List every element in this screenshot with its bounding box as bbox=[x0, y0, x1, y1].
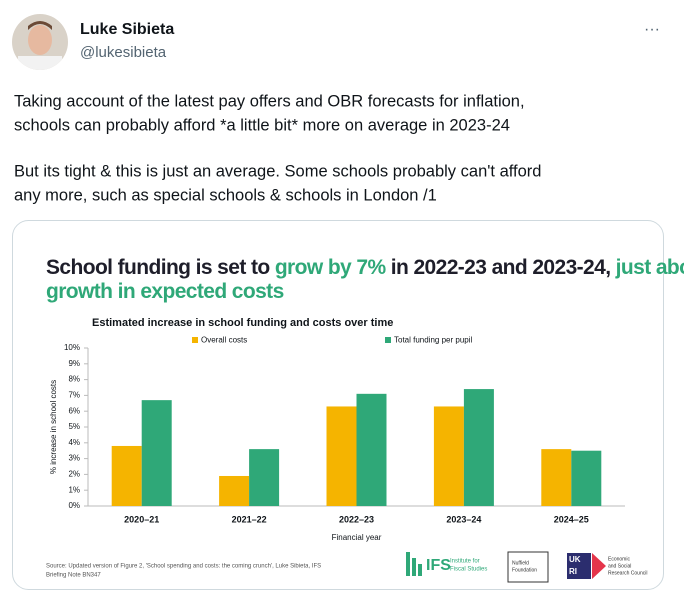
tweet-line: any more, such as special schools & scho… bbox=[14, 186, 437, 204]
bar bbox=[111, 445, 142, 506]
logo-text: Institute for bbox=[450, 559, 480, 565]
y-axis-label: % increase in school costs bbox=[49, 380, 58, 474]
source-note: Source: Updated version of Figure 2, 'Sc… bbox=[46, 564, 321, 570]
bar bbox=[249, 449, 280, 506]
media-card[interactable] bbox=[12, 220, 664, 590]
y-tick-label: 0% bbox=[68, 501, 80, 510]
legend-label: Total funding per pupil bbox=[394, 336, 473, 345]
y-tick-label: 5% bbox=[68, 422, 80, 431]
x-tick-label: 2020–21 bbox=[124, 514, 159, 524]
logo-text: and Social bbox=[608, 563, 631, 569]
headline: School funding is set to grow by 7% in 2… bbox=[46, 256, 684, 303]
logo-text: Research Council bbox=[608, 570, 647, 576]
user-handle[interactable]: @lukesibieta bbox=[80, 44, 167, 61]
logo-text: Foundation bbox=[512, 567, 537, 573]
bar bbox=[541, 449, 572, 506]
y-tick-label: 2% bbox=[68, 470, 80, 479]
x-axis-label: Financial year bbox=[332, 533, 382, 542]
chart-title: Estimated increase in school funding and… bbox=[92, 317, 393, 329]
legend-swatch bbox=[385, 337, 391, 343]
tweet-line: Taking account of the latest pay offers … bbox=[14, 92, 525, 110]
headline-line: School funding is set to grow by 7% in 2… bbox=[46, 256, 684, 279]
tweet-text: Taking account of the latest pay offers … bbox=[14, 92, 541, 204]
footer: Source: Updated version of Figure 2, 'Sc… bbox=[46, 551, 647, 583]
legend-swatch bbox=[192, 337, 198, 343]
headline-part: growth in expected costs bbox=[46, 280, 284, 303]
headline-part: School funding is set to bbox=[46, 256, 275, 279]
logo-text: Fiscal Studies bbox=[450, 567, 487, 573]
bar bbox=[433, 406, 464, 506]
logo-text: IFS bbox=[426, 557, 451, 574]
headline-part: in 2022-23 and 2023-24, bbox=[386, 256, 616, 279]
bar bbox=[219, 475, 250, 506]
x-tick-label: 2023–24 bbox=[446, 514, 481, 524]
headline-part: grow by 7% bbox=[275, 256, 387, 279]
y-tick-label: 4% bbox=[68, 438, 80, 447]
y-tick-label: 6% bbox=[68, 406, 80, 415]
more-button[interactable]: ··· bbox=[644, 21, 660, 38]
user-name[interactable]: Luke Sibieta bbox=[80, 21, 174, 38]
y-tick-label: 1% bbox=[68, 485, 80, 494]
avatar[interactable] bbox=[12, 14, 68, 76]
bar bbox=[326, 406, 357, 506]
x-tick-label: 2021–22 bbox=[232, 514, 267, 524]
y-tick-label: 9% bbox=[68, 359, 80, 368]
logo-text: Nuffield bbox=[512, 560, 529, 566]
chart: Estimated increase in school funding and… bbox=[49, 317, 625, 542]
y-tick-label: 10% bbox=[64, 343, 80, 352]
bar bbox=[571, 450, 602, 506]
logo-text: Economic bbox=[608, 556, 630, 562]
headline-part: just above 6% bbox=[615, 256, 684, 279]
y-tick-label: 3% bbox=[68, 454, 80, 463]
x-tick-label: 2024–25 bbox=[554, 514, 589, 524]
x-tick-label: 2022–23 bbox=[339, 514, 374, 524]
bar bbox=[463, 389, 494, 506]
y-tick-label: 7% bbox=[68, 391, 80, 400]
bar bbox=[141, 400, 172, 506]
bar bbox=[356, 393, 387, 506]
headline-line: growth in expected costs bbox=[46, 280, 284, 303]
y-tick-label: 8% bbox=[68, 375, 80, 384]
tweet-line: schools can probably afford *a little bi… bbox=[14, 116, 510, 134]
logo-text: RI bbox=[569, 567, 577, 576]
logo-text: UK bbox=[569, 555, 581, 564]
tweet-line: But its tight & this is just an average.… bbox=[14, 162, 541, 180]
source-note: Briefing Note BN347 bbox=[46, 573, 101, 579]
legend-label: Overall costs bbox=[201, 336, 247, 345]
